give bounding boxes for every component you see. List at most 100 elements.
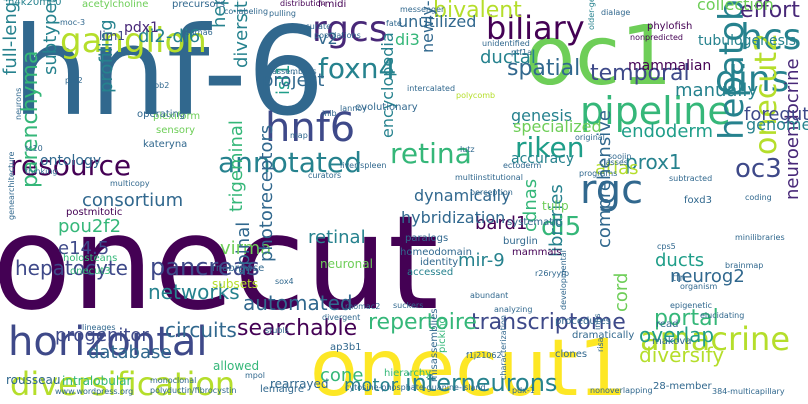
- word-diversify: diversify: [639, 343, 725, 367]
- word-accurate: accurate: [296, 22, 332, 31]
- word-oc1: oc1: [525, 9, 673, 104]
- word-analyzing: analyzing: [494, 305, 533, 314]
- word-developmental: developmental: [559, 250, 568, 310]
- word-lineages: lineages: [82, 323, 116, 332]
- word-curators: curators: [308, 171, 342, 180]
- word-cps5: cps5: [657, 242, 676, 251]
- word-dialage: dialage: [601, 8, 631, 17]
- word-rnabrowse: rnabrowse: [212, 263, 265, 274]
- word-prox1: prox1: [625, 150, 682, 174]
- word-accuracy: accuracy: [511, 151, 575, 167]
- word-job2: job2: [152, 81, 170, 90]
- word-foxn4: foxn4: [318, 52, 397, 85]
- word-picking: picking: [437, 317, 448, 353]
- word-database: database: [88, 342, 172, 363]
- word-precursors: precursors: [172, 0, 225, 10]
- word-thinking: thinking: [25, 167, 58, 176]
- word-ganglion: ganglion: [60, 21, 207, 61]
- word-acetylcholine: acetylcholine: [82, 0, 149, 10]
- word-divergent: divergent: [322, 313, 361, 322]
- word-project: project: [262, 70, 325, 91]
- word-overlap: overlap: [639, 323, 715, 347]
- word-coding: coding: [745, 193, 772, 202]
- word-di5: di5: [541, 212, 582, 242]
- word-kateryna: kateryna: [143, 139, 188, 150]
- word-hierarchy: hierarchy: [384, 368, 432, 379]
- word-dynamically: dynamically: [414, 186, 511, 205]
- word-co-labeling: co-labeling: [224, 7, 269, 16]
- word-inib: inib: [322, 109, 337, 118]
- word-pancreas: pancreas: [150, 253, 260, 281]
- word-www-wordpress-org: www.wordpress.org: [55, 387, 134, 396]
- word-multicopy: multicopy: [110, 179, 150, 188]
- word-chrna6: chrna6: [185, 28, 213, 37]
- word-progenitor: progenitor: [55, 325, 149, 346]
- word-neurog2: neurog2: [670, 266, 745, 287]
- word-map: map: [290, 131, 308, 140]
- word-encyclopedia: encyclopedia: [378, 32, 397, 138]
- word-tulip: tulip: [542, 199, 569, 213]
- word-brainmap: brainmap: [725, 261, 764, 270]
- word-full-length: full-length: [0, 0, 21, 75]
- word-lemaigre: lemaigre: [260, 384, 304, 395]
- word-ptf1a: ptf1a: [511, 48, 533, 57]
- word-assemblies: assemblies: [272, 67, 317, 76]
- word-e14-5: e14.5: [58, 238, 110, 259]
- word-holosteans: holosteans: [63, 253, 118, 264]
- word-stubls: stubls: [265, 326, 289, 335]
- word-rhomac2: rhomac2: [345, 302, 381, 311]
- word-384-multicapillary: 384-multicapillary: [712, 387, 785, 396]
- word-intralobular: intralobular: [62, 374, 132, 388]
- word-28-member: 28-member: [653, 381, 712, 392]
- word-f-midi: f-midi: [318, 0, 347, 10]
- word-genesis: genesis: [511, 106, 573, 125]
- word-amacrine: amacrine: [640, 320, 790, 358]
- word-tubulogenesis: tubulogenesis: [698, 33, 797, 49]
- word-ectoderm: ectoderm: [503, 161, 542, 170]
- word-effort: effort: [740, 0, 800, 23]
- word-nonoverlapping: nonoverlapping: [590, 386, 653, 395]
- word-pipeline: pipeline: [580, 89, 731, 133]
- word-resource: resource: [10, 149, 132, 182]
- word-systematic: systematic: [507, 217, 562, 228]
- word-hnf6: hnf6: [265, 105, 356, 151]
- word-h4k20me0: h4k20me0: [8, 0, 62, 8]
- word-cord: cord: [611, 272, 632, 312]
- word-trigeminal: trigeminal: [226, 120, 247, 212]
- word-motor: motor: [344, 375, 399, 396]
- word-infls: infls: [593, 313, 602, 331]
- word-messenger: messenger: [400, 5, 445, 14]
- word-postmitotic: postmitotic: [66, 207, 123, 218]
- word-hepatocyte: hepatocyte: [15, 256, 128, 280]
- word-transcriptome: transcriptome: [471, 310, 626, 335]
- word-subtracted: subtracted: [669, 174, 713, 183]
- word-pulling: pulling: [269, 9, 296, 18]
- word-sensory: sensory: [156, 125, 196, 136]
- word-hcs: hcs: [740, 17, 802, 58]
- word-tfn: tfn: [672, 273, 686, 284]
- word-makova: makova: [652, 336, 692, 347]
- word-evolutionary: evolutionary: [355, 102, 418, 113]
- word-identity: identity: [420, 257, 459, 268]
- word-abundant: abundant: [470, 291, 509, 300]
- word-polyductin-fibrocystin: polyductin/fibrocystin: [150, 386, 237, 395]
- word-classes: classes: [599, 158, 628, 167]
- word-horizontal: horizontal: [8, 319, 208, 365]
- word-organism: organism: [680, 282, 718, 291]
- word-circuits: circuits: [165, 318, 237, 342]
- word-burglin: burglin: [503, 236, 538, 247]
- word-clones: clones: [555, 349, 588, 360]
- word-retina: retina: [390, 137, 472, 170]
- word-lannoy: lannoy: [340, 104, 367, 113]
- word-suckers: suckers: [393, 301, 424, 310]
- word-prc2: prc2: [65, 76, 83, 85]
- word-neurons: neurons: [14, 87, 23, 120]
- word-plexiform: plexiform: [153, 111, 201, 122]
- word-endoderm: endoderm: [621, 121, 714, 142]
- word-virma: virma: [220, 238, 272, 259]
- word-pdx1: pdx1: [124, 20, 159, 36]
- word-f1j21062: f1j21062: [466, 351, 502, 360]
- word-ontology: ontology: [40, 153, 102, 169]
- word-portal: portal: [654, 306, 719, 331]
- word-r26ryyfp: r26ryyfp: [535, 269, 570, 278]
